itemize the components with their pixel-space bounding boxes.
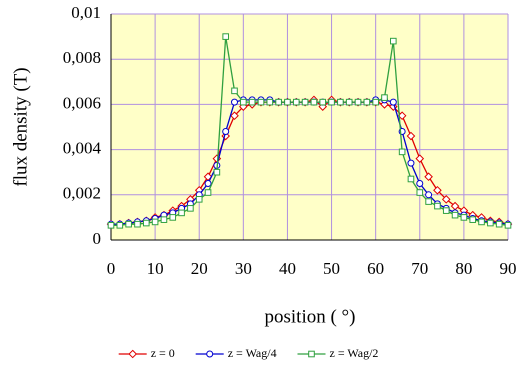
- legend-label: z = 0: [151, 346, 175, 360]
- marker: [389, 98, 397, 106]
- x-tick-label: 40: [279, 259, 296, 278]
- marker: [319, 98, 327, 106]
- marker: [206, 350, 214, 358]
- marker: [142, 219, 150, 227]
- series-line: [111, 99, 509, 225]
- marker: [354, 98, 362, 106]
- marker: [266, 98, 274, 106]
- marker: [308, 350, 315, 358]
- marker: [407, 159, 415, 167]
- marker: [275, 98, 282, 106]
- marker: [390, 37, 397, 45]
- marker: [187, 205, 194, 212]
- marker: [441, 195, 451, 204]
- marker: [231, 98, 239, 106]
- legend-item: z = 0: [118, 346, 175, 360]
- x-tick-label: 50: [323, 259, 340, 278]
- series-line: [111, 36, 509, 226]
- marker: [442, 207, 450, 214]
- legend-label: z = Wag/2: [330, 346, 379, 360]
- marker: [125, 220, 132, 228]
- y-tick-label: 0,004: [63, 139, 102, 158]
- marker: [213, 168, 221, 176]
- marker: [257, 98, 265, 106]
- marker: [372, 98, 379, 106]
- marker: [328, 98, 335, 106]
- marker: [469, 216, 477, 223]
- y-tick-label: 0: [93, 229, 102, 248]
- marker: [204, 189, 212, 196]
- marker: [433, 185, 442, 195]
- legend-item: z = Wag/2: [297, 346, 379, 360]
- marker: [151, 218, 159, 226]
- marker: [195, 196, 203, 203]
- marker: [178, 209, 185, 217]
- marker: [460, 214, 468, 221]
- marker: [424, 172, 433, 182]
- marker: [478, 218, 485, 226]
- marker: [495, 220, 503, 228]
- marker: [345, 98, 353, 106]
- marker: [301, 98, 309, 106]
- legend-label: z = Wag/4: [228, 346, 277, 360]
- marker: [381, 94, 388, 101]
- x-tick-label: 80: [455, 259, 472, 278]
- marker: [434, 202, 441, 210]
- marker: [425, 191, 433, 199]
- marker: [248, 98, 256, 106]
- marker: [363, 98, 371, 106]
- x-tick-label: 70: [411, 259, 428, 278]
- x-tick-label: 0: [107, 259, 116, 278]
- marker: [504, 222, 512, 229]
- marker: [160, 216, 168, 223]
- marker: [204, 180, 212, 187]
- y-tick-label: 0,006: [63, 93, 101, 112]
- marker: [230, 111, 239, 121]
- marker: [337, 98, 344, 106]
- marker: [416, 180, 424, 187]
- x-tick-label: 90: [500, 259, 517, 278]
- marker: [406, 131, 416, 141]
- y-tick-label: 0,01: [71, 3, 101, 22]
- marker: [425, 198, 432, 205]
- y-tick-label: 0,002: [63, 184, 101, 203]
- marker: [407, 175, 415, 183]
- y-tick-label: 0,008: [63, 48, 101, 67]
- marker: [222, 128, 230, 136]
- marker: [107, 222, 115, 229]
- marker: [222, 33, 229, 40]
- marker: [169, 214, 177, 221]
- plot-area: [111, 14, 508, 240]
- y-axis-title: flux density (T): [10, 67, 31, 186]
- x-tick-label: 60: [367, 259, 384, 278]
- marker: [231, 87, 238, 95]
- marker: [451, 211, 459, 219]
- marker: [116, 222, 124, 229]
- marker: [310, 98, 318, 106]
- x-tick-label: 30: [235, 259, 252, 278]
- marker: [416, 189, 424, 196]
- marker: [415, 154, 425, 163]
- x-tick-label: 20: [191, 259, 208, 278]
- marker: [292, 98, 300, 106]
- legend-item: z = Wag/4: [195, 346, 277, 360]
- marker: [240, 98, 247, 106]
- x-axis-title: position ( °): [265, 306, 356, 327]
- marker: [128, 349, 138, 359]
- marker: [398, 148, 406, 156]
- marker: [134, 220, 141, 228]
- marker: [284, 98, 291, 106]
- x-tick-label: 10: [147, 259, 164, 278]
- marker: [487, 219, 494, 227]
